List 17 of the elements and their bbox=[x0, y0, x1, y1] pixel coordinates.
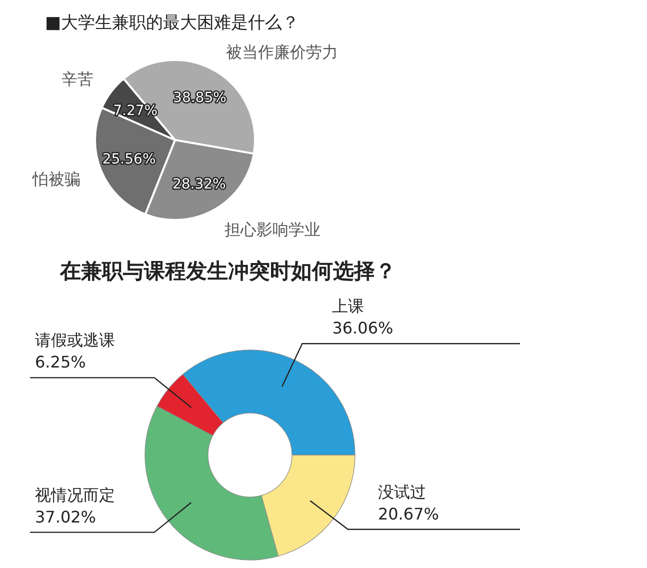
chart-title: ■大学生兼职的最大困难是什么？ bbox=[45, 13, 300, 33]
slice-label: 没试过 bbox=[378, 482, 426, 502]
slice-label: 担心影响学业 bbox=[224, 220, 321, 240]
data-label: 20.67% bbox=[378, 504, 439, 524]
data-label: 25.56% bbox=[102, 152, 156, 168]
slice-label: 怕被骗 bbox=[32, 170, 81, 189]
slice-label: 辛苦 bbox=[61, 70, 94, 89]
data-label: 36.06% bbox=[332, 318, 394, 338]
chart-title: 在兼职与课程发生冲突时如何选择？ bbox=[59, 259, 396, 283]
slice-label: 被当作廉价劳力 bbox=[226, 42, 338, 62]
slice-label: 上课 bbox=[332, 296, 364, 316]
data-label: 28.32% bbox=[172, 176, 226, 192]
data-label: 38.85% bbox=[173, 90, 226, 106]
data-label: 37.02% bbox=[35, 507, 96, 526]
slice-label: 视情况而定 bbox=[35, 485, 115, 504]
slice-label: 请假或逃课 bbox=[35, 330, 115, 350]
data-label: 6.25% bbox=[35, 352, 86, 372]
